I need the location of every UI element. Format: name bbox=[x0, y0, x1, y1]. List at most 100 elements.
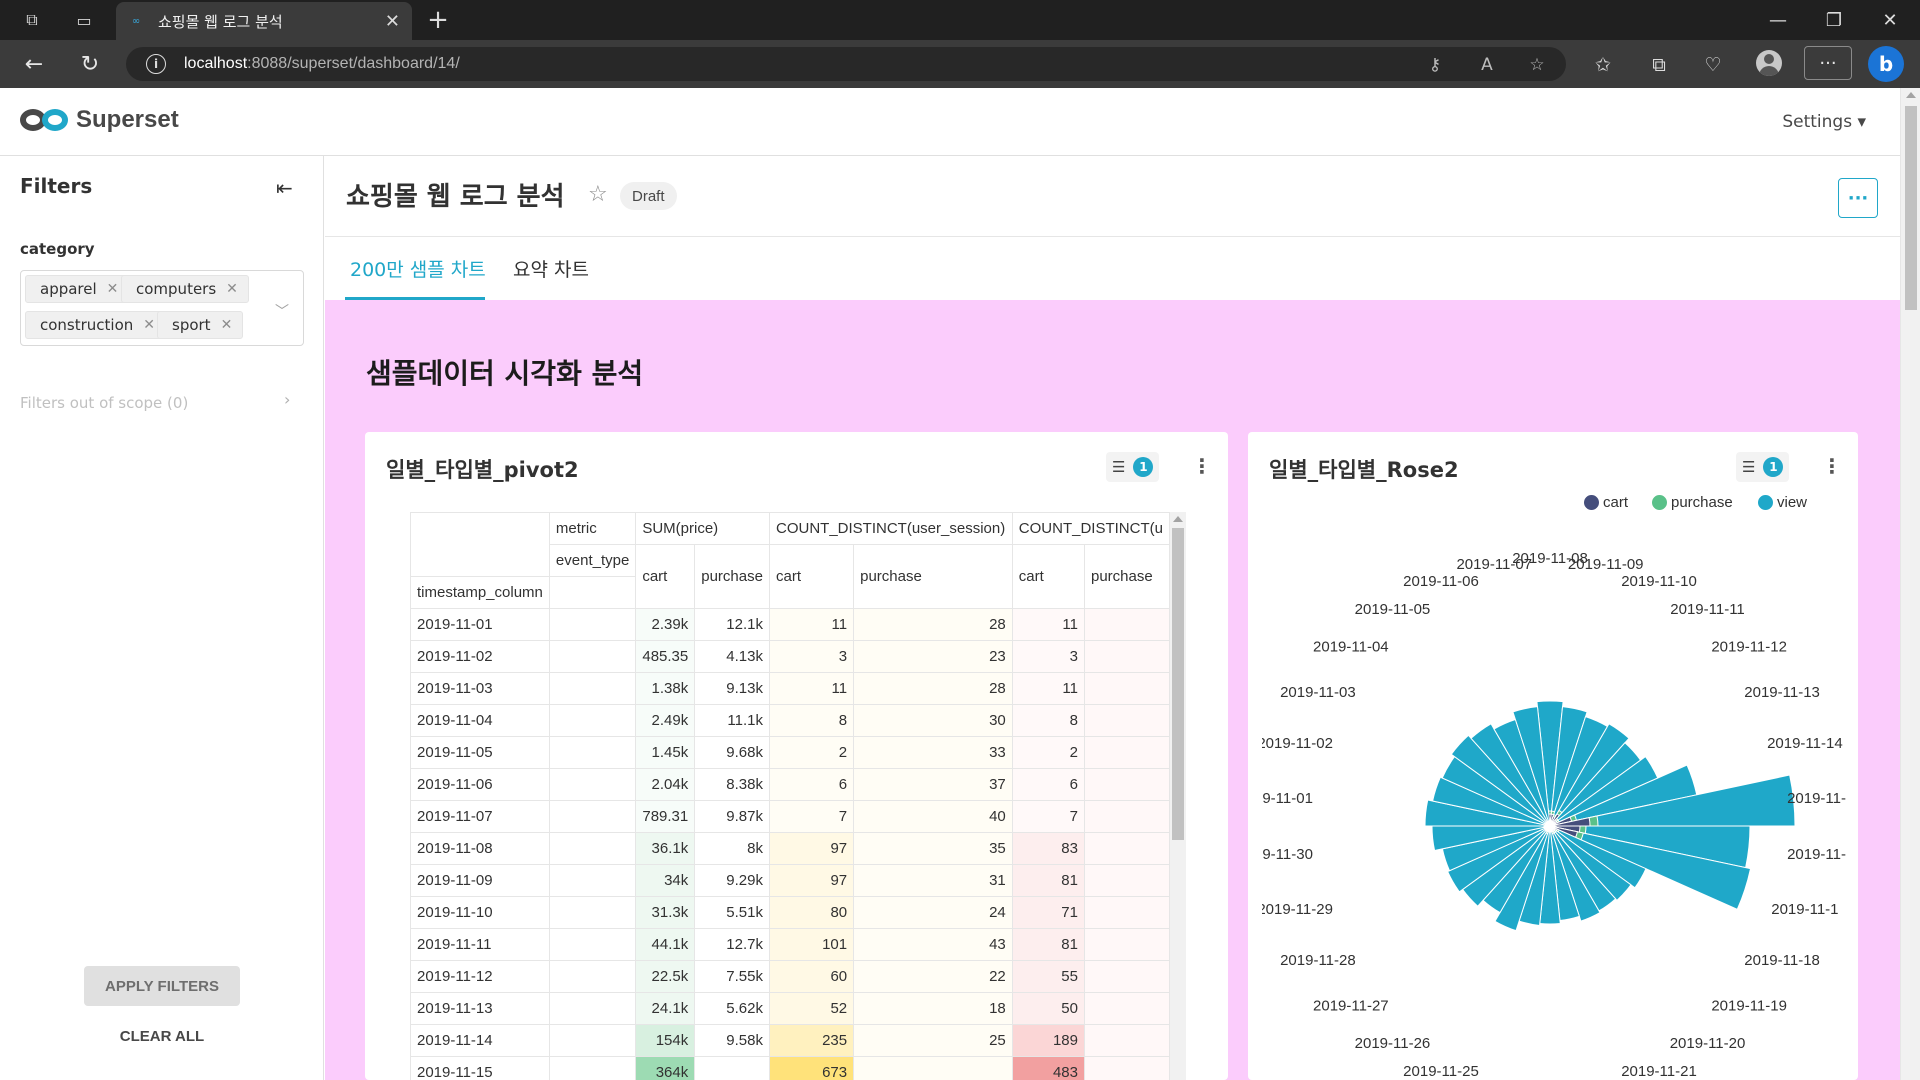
collapse-filters-icon[interactable]: ⇤ bbox=[276, 176, 293, 200]
favorites-icon[interactable]: ✩ bbox=[1595, 54, 1611, 76]
pivot-metric-header[interactable]: COUNT_DISTINCT(u bbox=[1011, 512, 1170, 545]
restore-icon[interactable]: ❐ bbox=[1825, 9, 1843, 31]
filter-tag[interactable]: sport ✕ bbox=[157, 311, 244, 339]
tab-sample-chart[interactable]: 200만 샘플 차트 bbox=[350, 259, 486, 281]
pivot-row-label: 2019-11-02 bbox=[410, 640, 550, 673]
key-icon[interactable]: ⚷ bbox=[1428, 55, 1442, 75]
back-icon[interactable]: ← bbox=[24, 51, 44, 77]
pivot-cell: 2 bbox=[768, 736, 855, 769]
legend-item-purchase[interactable]: purchase bbox=[1652, 494, 1733, 511]
pivot-metric-header[interactable]: SUM(price) bbox=[635, 512, 770, 545]
pivot-empty-cell bbox=[549, 640, 637, 673]
legend-item-cart[interactable]: cart bbox=[1584, 494, 1628, 511]
address-bar[interactable]: i localhost :8088/superset/dashboard/14/ bbox=[126, 47, 1566, 81]
browser-tab[interactable]: ∞ 쇼핑몰 웹 로그 분석 ✕ bbox=[116, 2, 412, 40]
pivot-sub-header[interactable]: cart bbox=[635, 544, 696, 609]
pivot-sub-header[interactable]: purchase bbox=[694, 544, 770, 609]
logo-text: Superset bbox=[76, 106, 179, 133]
rose-axis-label: 2019-11-04 bbox=[1313, 639, 1389, 656]
filter-tag[interactable]: computers ✕ bbox=[121, 275, 249, 303]
pivot-row-header[interactable]: timestamp_column bbox=[410, 576, 550, 609]
pivot-sub-header[interactable]: purchase bbox=[853, 544, 1013, 609]
pivot-sub-header[interactable]: purchase bbox=[1083, 544, 1170, 609]
pivot-empty-cell bbox=[548, 576, 637, 609]
pivot-sub-header[interactable]: cart bbox=[1011, 544, 1085, 609]
remove-tag-icon[interactable]: ✕ bbox=[220, 317, 233, 333]
pivot-cell: 11 bbox=[1011, 608, 1085, 641]
status-badge[interactable]: Draft bbox=[620, 182, 677, 210]
pivot-filter-indicator[interactable]: ☰ 1 bbox=[1106, 452, 1160, 482]
pivot-row-label: 2019-11-05 bbox=[410, 736, 550, 769]
scroll-up-icon[interactable] bbox=[1906, 92, 1916, 98]
pivot-row-label: 2019-11-13 bbox=[410, 992, 550, 1025]
legend-item-view[interactable]: view bbox=[1758, 494, 1807, 511]
read-aloud-icon[interactable]: A bbox=[1481, 55, 1493, 75]
close-tab-icon[interactable]: ✕ bbox=[384, 10, 400, 32]
tab-summary-chart[interactable]: 요약 차트 bbox=[513, 259, 589, 281]
remove-tag-icon[interactable]: ✕ bbox=[106, 281, 119, 297]
pivot-cell: 81 bbox=[1011, 928, 1085, 961]
pivot-scroll-thumb[interactable] bbox=[1172, 528, 1184, 840]
remove-tag-icon[interactable]: ✕ bbox=[226, 281, 238, 297]
pivot-cell: 2.39k bbox=[635, 608, 696, 641]
pivot-cell: 6 bbox=[1011, 768, 1085, 801]
remove-tag-icon[interactable]: ✕ bbox=[143, 317, 156, 333]
filter-tag[interactable]: construction ✕ bbox=[25, 311, 167, 339]
profile-avatar[interactable] bbox=[1756, 50, 1782, 76]
pivot-sub-header[interactable]: cart bbox=[768, 544, 855, 609]
favorite-star-icon[interactable]: ☆ bbox=[1529, 55, 1545, 75]
filters-out-of-scope[interactable]: Filters out of scope (0) bbox=[20, 394, 189, 412]
pivot-scrollbar[interactable] bbox=[1170, 512, 1186, 1080]
rose-more-icon[interactable]: ⋮ bbox=[1822, 454, 1842, 478]
pivot-cell: 71 bbox=[1011, 896, 1085, 929]
pivot-cell: 31.3k bbox=[635, 896, 696, 929]
pivot-cell: 28 bbox=[853, 672, 1013, 705]
favorite-star-icon[interactable]: ☆ bbox=[588, 182, 608, 207]
pivot-table-container[interactable]: metric SUM(price) COUNT_DISTINCT(user_se… bbox=[410, 512, 1170, 1080]
pivot-cell: 97 bbox=[768, 864, 855, 897]
tab-actions-icon[interactable]: ▭ bbox=[76, 10, 92, 30]
chevron-down-icon[interactable]: ﹀ bbox=[275, 304, 289, 320]
rose-cart-slice[interactable] bbox=[1548, 821, 1551, 827]
bing-copilot-icon[interactable]: b bbox=[1868, 46, 1904, 82]
reload-icon[interactable]: ↻ bbox=[80, 51, 100, 77]
dashboard-title[interactable]: 쇼핑몰 웹 로그 분석 bbox=[346, 182, 565, 212]
site-info-icon[interactable]: i bbox=[146, 54, 166, 74]
pivot-cell: 80 bbox=[768, 896, 855, 929]
category-select[interactable]: apparel ✕ computers ✕ construction ✕ sport ✕… bbox=[20, 270, 304, 346]
page-scrollbar[interactable] bbox=[1900, 88, 1920, 1080]
pivot-cell: 55 bbox=[1011, 960, 1085, 993]
pivot-cell bbox=[1083, 832, 1170, 865]
apply-filters-button[interactable]: APPLY FILTERS bbox=[84, 966, 240, 1006]
dashboard-more-button[interactable]: ··· bbox=[1838, 178, 1878, 218]
pivot-more-icon[interactable]: ⋮ bbox=[1192, 454, 1212, 478]
rose-axis-label: 2019-11-13 bbox=[1744, 684, 1820, 701]
new-tab-icon[interactable]: + bbox=[427, 5, 449, 35]
rose-view-slice[interactable] bbox=[1512, 706, 1551, 827]
scroll-up-icon[interactable] bbox=[1173, 516, 1183, 522]
chevron-right-icon[interactable]: › bbox=[284, 390, 291, 409]
page-scroll-thumb[interactable] bbox=[1905, 106, 1917, 310]
superset-logo-icon bbox=[20, 106, 72, 134]
browser-tab-title: 쇼핑몰 웹 로그 분석 bbox=[158, 12, 283, 31]
pivot-cell bbox=[853, 1056, 1013, 1080]
browser-menu-icon[interactable]: ··· bbox=[1804, 46, 1852, 80]
filter-tag[interactable]: apparel ✕ bbox=[25, 275, 130, 303]
legend-label: cart bbox=[1603, 494, 1629, 511]
rose-axis-label: 2019-11-20 bbox=[1670, 1035, 1746, 1052]
pivot-metric-header[interactable]: COUNT_DISTINCT(user_session) bbox=[769, 512, 1013, 545]
pivot-cell: 22.5k bbox=[635, 960, 696, 993]
clear-all-button[interactable]: CLEAR ALL bbox=[119, 1027, 205, 1045]
superset-logo[interactable]: Superset bbox=[20, 106, 179, 134]
minimize-icon[interactable]: — bbox=[1769, 9, 1787, 31]
collections-icon[interactable]: ⧉ bbox=[1652, 54, 1666, 76]
close-window-icon[interactable]: ✕ bbox=[1882, 9, 1898, 31]
rose-axis-label: 2019-11-14 bbox=[1767, 735, 1843, 752]
pivot-empty-cell bbox=[549, 800, 637, 833]
workspaces-icon[interactable]: ⧉ bbox=[26, 10, 38, 29]
rose-chart[interactable]: 2019-11-082019-11-092019-11-102019-11-11… bbox=[1262, 524, 1848, 1080]
settings-menu[interactable]: Settings ▾ bbox=[1782, 112, 1866, 132]
performance-icon[interactable]: ♡ bbox=[1704, 54, 1722, 76]
rose-filter-indicator[interactable]: ☰ 1 bbox=[1736, 452, 1790, 482]
pivot-cell: 18 bbox=[853, 992, 1013, 1025]
